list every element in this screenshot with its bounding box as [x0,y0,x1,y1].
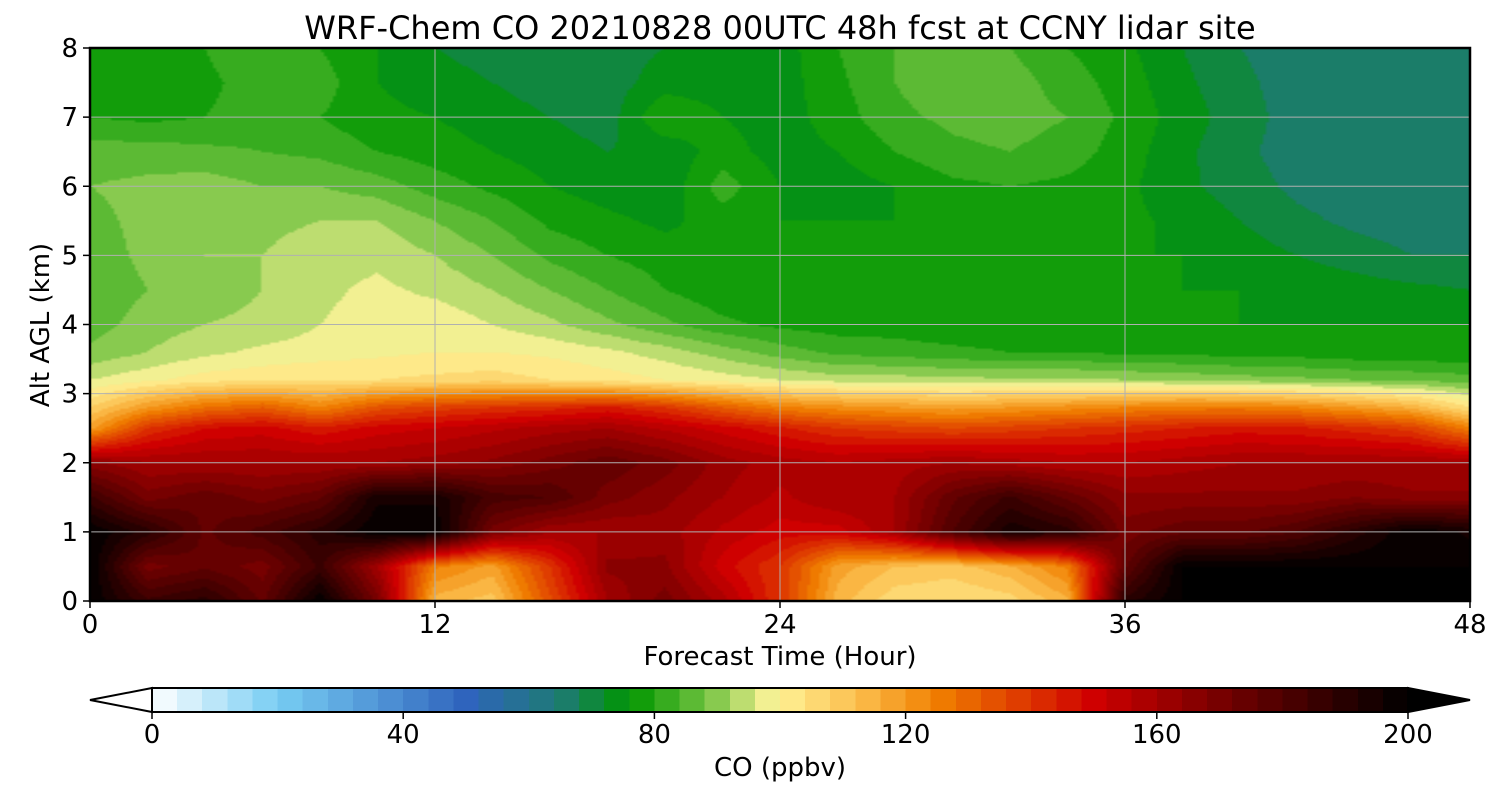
y-tick-label: 6 [61,172,78,202]
colorbar-tick-label: 0 [144,720,161,750]
colorbar-frame [151,687,1409,713]
y-tick-label: 5 [61,241,78,271]
colorbar-extend-low-arrow [89,686,153,714]
y-tick-label: 0 [61,587,78,617]
colorbar-tick-label: 200 [1383,720,1433,750]
colorbar-tick-label: 120 [881,720,931,750]
y-tick-label: 2 [61,449,78,479]
grid-lines [90,48,1470,601]
colorbar-tick-label: 80 [638,720,671,750]
colorbar-label: CO (ppbv) [714,753,846,783]
x-tick-label: 36 [1108,610,1141,640]
y-tick-label: 8 [61,34,78,64]
colorbar-tick-label: 160 [1132,720,1182,750]
colorbar: 0 40 80 120 160 200 CO (ppbv) [89,686,1471,783]
colorbar-tick-label: 40 [387,720,420,750]
y-tick-label: 3 [61,380,78,410]
y-tick-label: 7 [61,103,78,133]
x-axis-label: Forecast Time (Hour) [643,642,916,672]
x-tick-label: 12 [418,610,451,640]
colorbar-gradient-strip [152,688,1408,712]
y-axis: 0 1 2 3 4 5 6 7 8 [61,34,90,617]
y-tick-label: 1 [61,518,78,548]
y-tick-label: 4 [61,311,78,341]
colorbar-ticks: 0 40 80 120 160 200 [144,712,1433,750]
x-tick-label: 24 [763,610,796,640]
x-axis: 0 12 24 36 48 [82,601,1487,640]
colorbar-extend-high-arrow [1407,686,1471,714]
y-axis-label: Alt AGL (km) [26,243,56,407]
x-tick-label: 48 [1453,610,1486,640]
x-tick-label: 0 [82,610,99,640]
chart-title: WRF-Chem CO 20210828 00UTC 48h fcst at C… [304,9,1255,47]
